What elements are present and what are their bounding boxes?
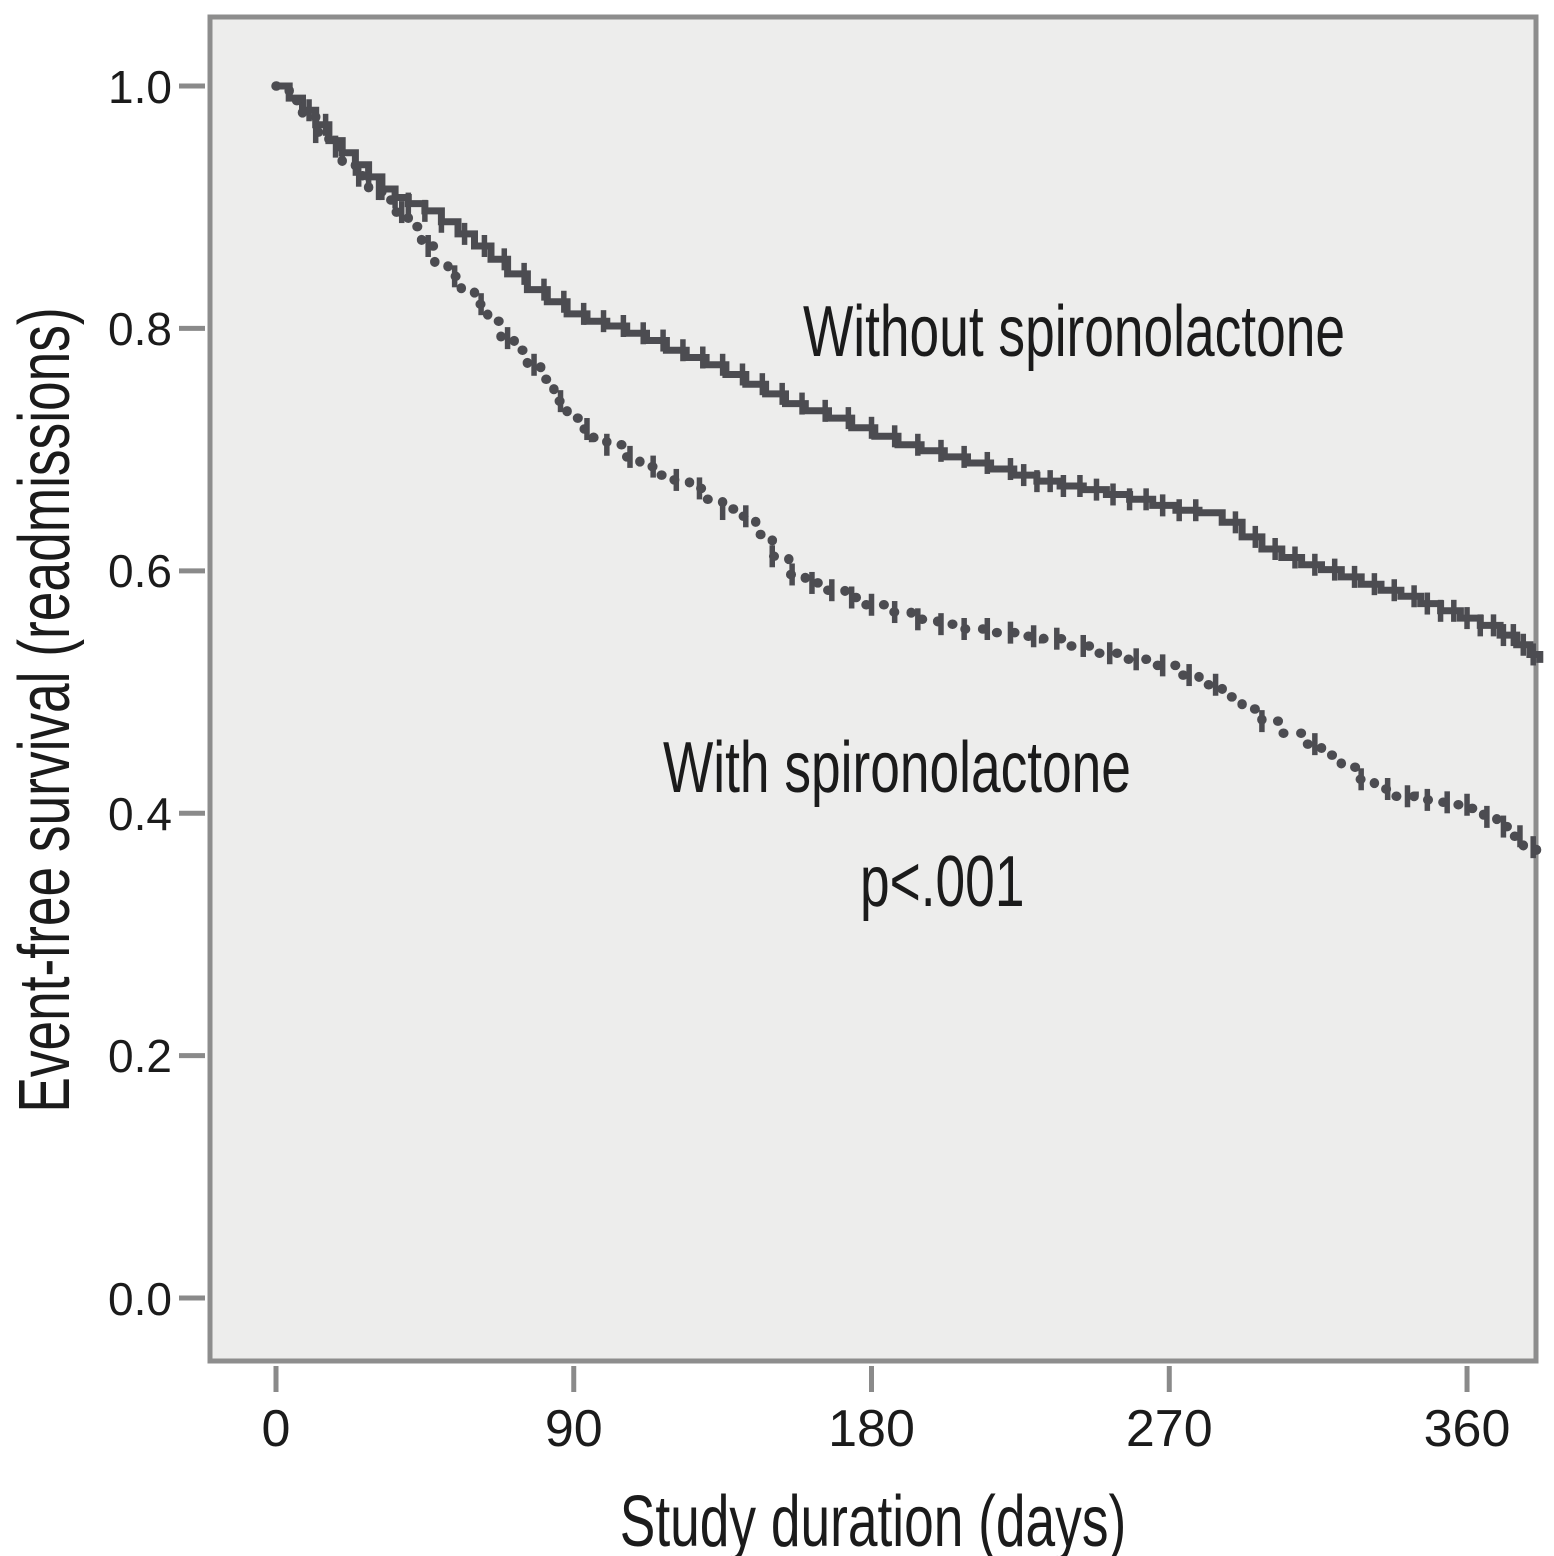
plot-frame xyxy=(207,14,1539,1364)
x-tick-label: 180 xyxy=(828,1400,915,1458)
x-tick-label: 90 xyxy=(544,1400,603,1458)
survival-curve-with xyxy=(271,81,1542,858)
y-tick-label: 0.6 xyxy=(108,545,172,598)
y-tick-label: 0.0 xyxy=(108,1272,172,1325)
x-axis-title: Study duration (days) xyxy=(619,1482,1127,1556)
p-value-label: p<.001 xyxy=(860,842,1025,922)
without-spironolactone-label: Without spironolactone xyxy=(803,292,1345,372)
y-tick-label: 0.8 xyxy=(108,302,172,355)
y-tick-label: 0.2 xyxy=(108,1030,172,1083)
with-spironolactone-label: With spironolactone xyxy=(663,728,1131,808)
y-tick-label: 1.0 xyxy=(108,60,172,113)
y-axis-title: Event-free survival (readmissions) xyxy=(5,307,85,1113)
x-tick-label: 0 xyxy=(261,1400,291,1458)
x-tick-label: 360 xyxy=(1423,1400,1511,1458)
x-tick-label: 270 xyxy=(1125,1400,1213,1458)
y-tick-label: 0.4 xyxy=(108,787,172,840)
